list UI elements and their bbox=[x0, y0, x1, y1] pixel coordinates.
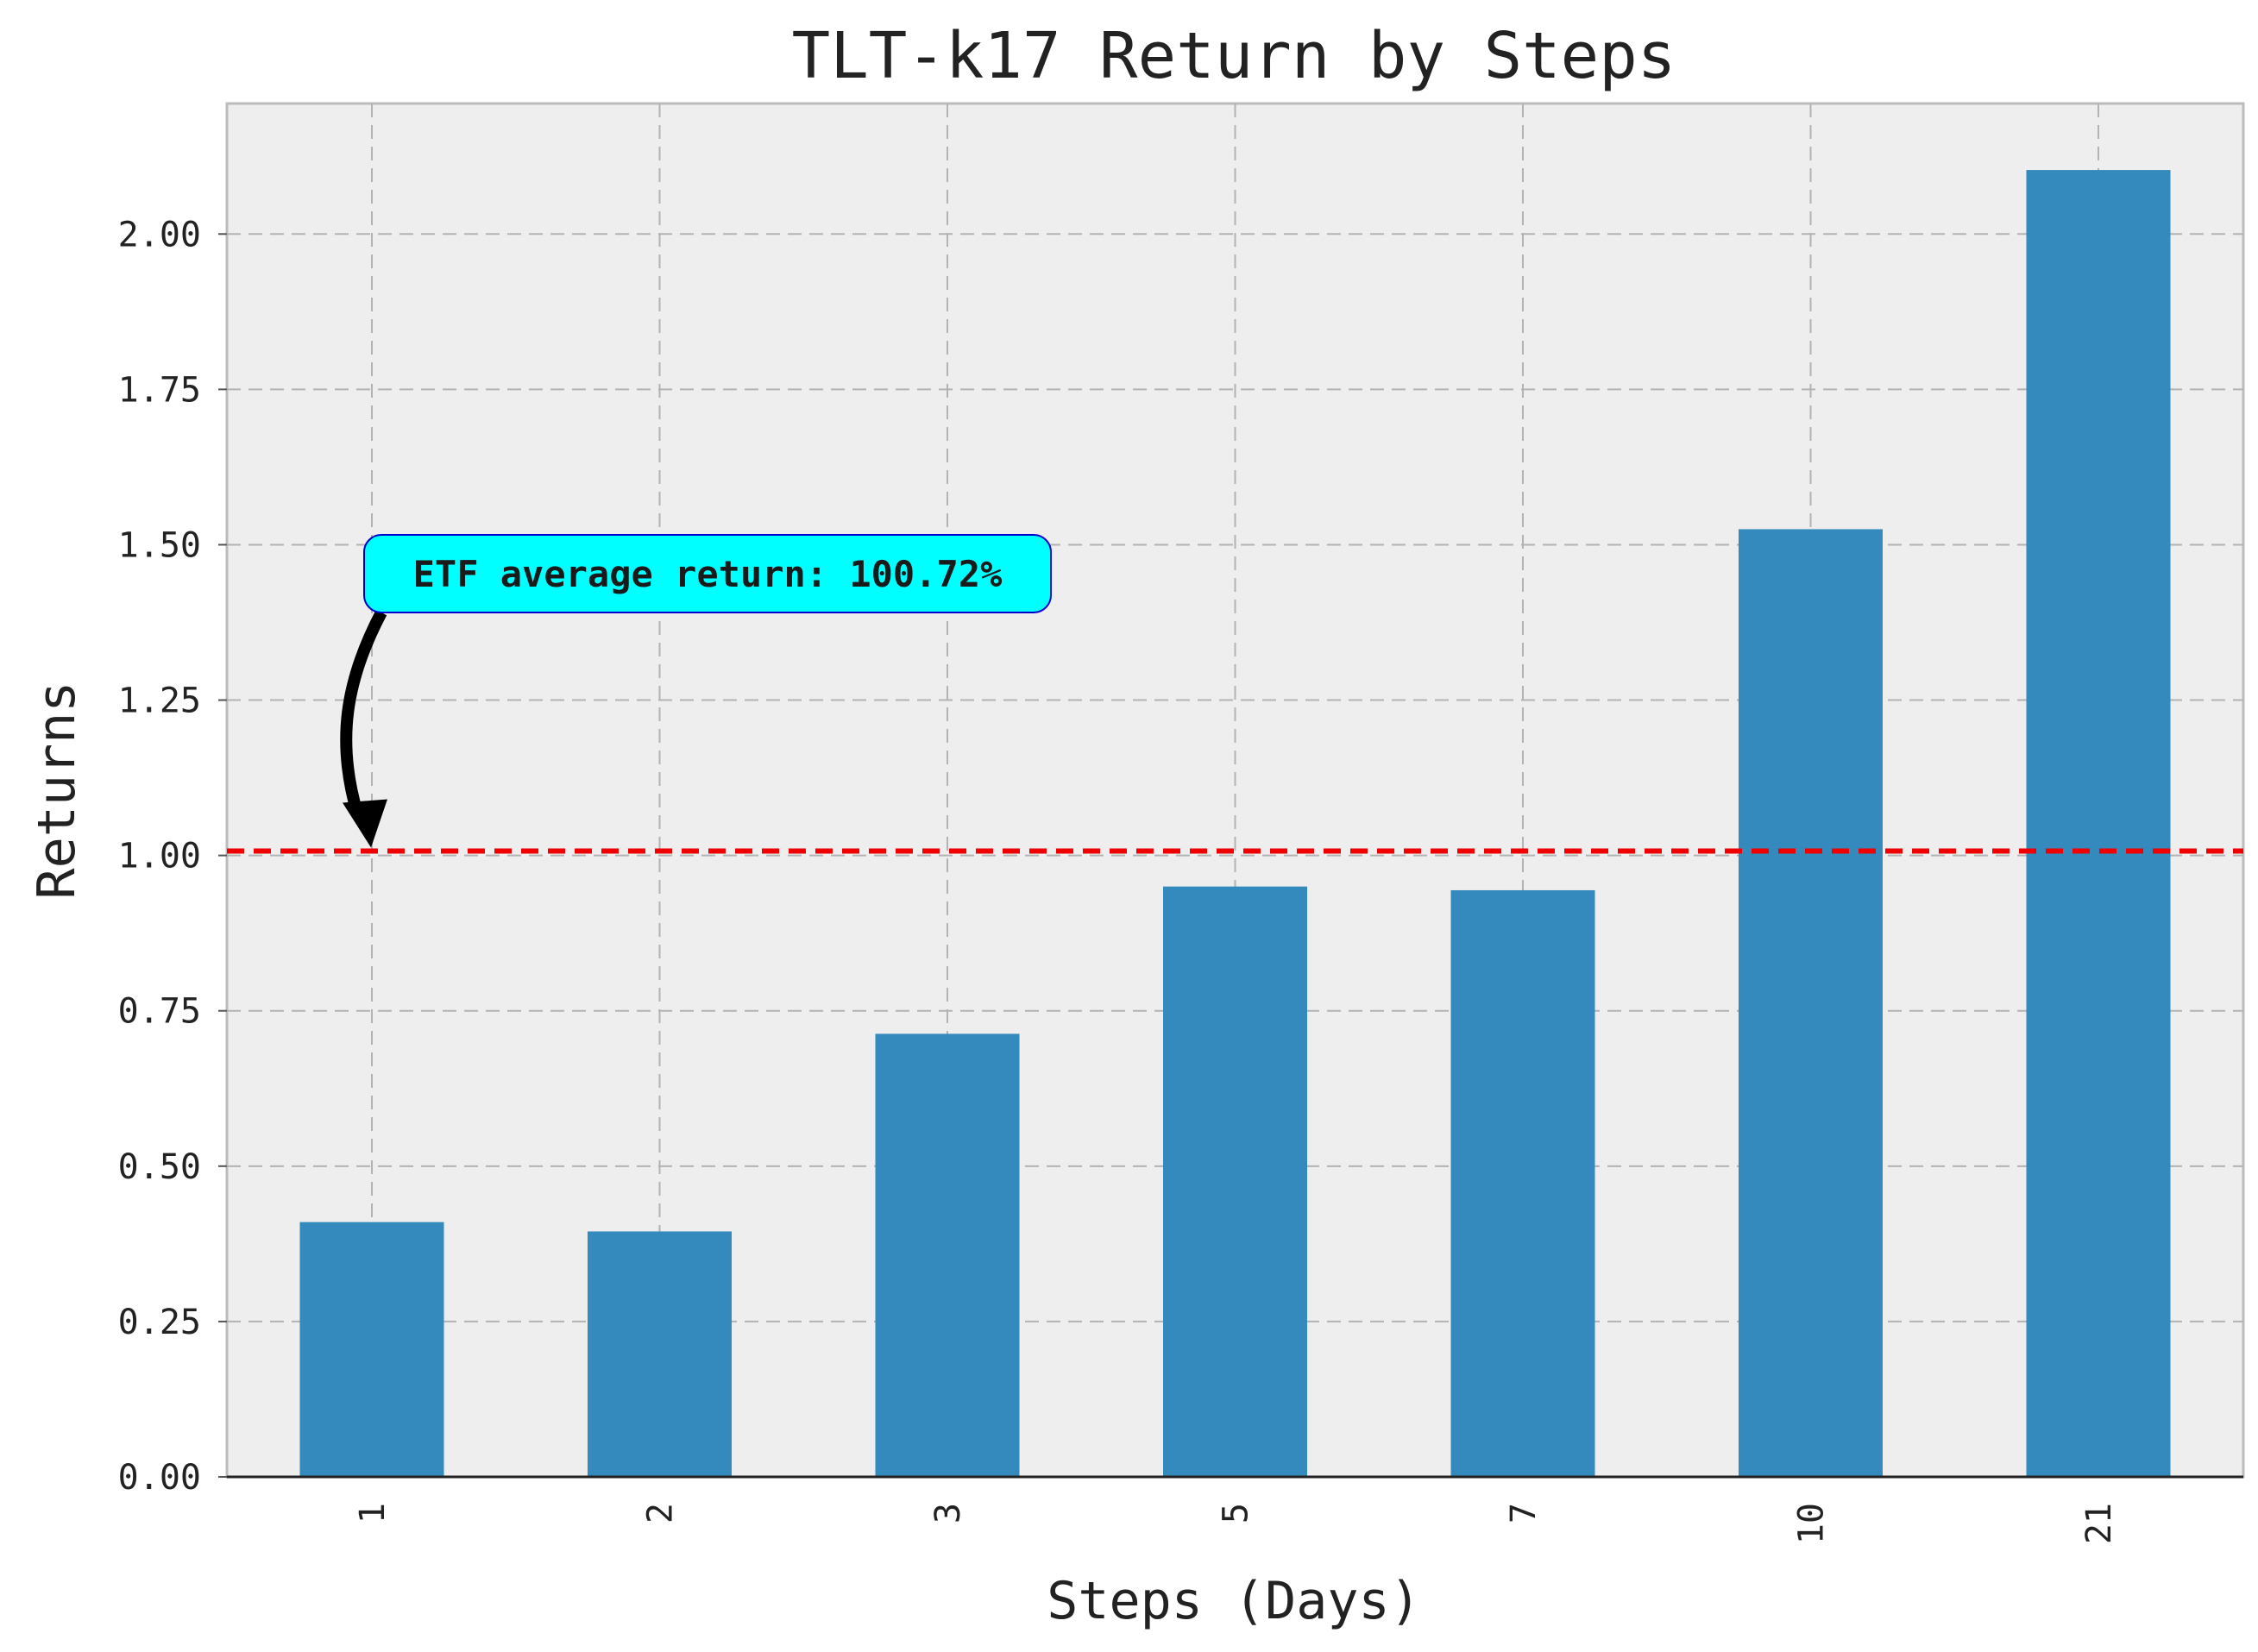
y-tick-labels: 0.00 0.25 0.50 0.75 1.00 1.25 1.50 1.75 2.00 bbox=[118, 215, 201, 1498]
x-tick-label: 10 bbox=[1792, 1503, 1832, 1544]
annotation-arrowhead bbox=[343, 799, 387, 848]
y-tick-label: 1.00 bbox=[118, 837, 201, 876]
bar-21 bbox=[2026, 170, 2171, 1477]
y-tick-label: 0.25 bbox=[118, 1303, 201, 1342]
bar-7 bbox=[1450, 889, 1595, 1477]
bar-5 bbox=[1163, 886, 1307, 1477]
x-tick-label: 21 bbox=[2079, 1503, 2119, 1544]
x-tick-label: 7 bbox=[1504, 1503, 1544, 1523]
bar-10 bbox=[1739, 529, 1883, 1477]
bar-3 bbox=[875, 1033, 1020, 1477]
x-axis-label: Steps (Days) bbox=[1047, 1571, 1420, 1631]
x-tick-labels: 1 2 3 5 7 10 21 bbox=[353, 1503, 2119, 1544]
y-tick-label: 0.75 bbox=[118, 992, 201, 1032]
bars bbox=[299, 170, 2171, 1477]
x-tick-label: 1 bbox=[353, 1503, 393, 1523]
x-tick-label: 2 bbox=[641, 1503, 681, 1523]
annotation-text: ETF average return: 100.72% bbox=[413, 553, 1003, 595]
bar-2 bbox=[588, 1231, 732, 1477]
y-tick-label: 2.00 bbox=[118, 215, 201, 254]
y-axis-label: Returns bbox=[27, 682, 87, 900]
annotation: ETF average return: 100.72% bbox=[340, 534, 1052, 848]
x-tick-label: 5 bbox=[1217, 1503, 1256, 1523]
chart-title: TLT-k17 Return by Steps bbox=[792, 19, 1676, 93]
y-tick-label: 0.50 bbox=[118, 1147, 201, 1187]
annotation-box bbox=[363, 534, 1052, 613]
bar-1 bbox=[299, 1222, 444, 1477]
annotation-arrow bbox=[340, 609, 387, 815]
y-tick-label: 1.50 bbox=[118, 525, 201, 565]
y-tick-label: 1.75 bbox=[118, 370, 201, 410]
y-tick-label: 0.00 bbox=[118, 1458, 201, 1498]
x-tick-label: 3 bbox=[928, 1503, 968, 1523]
y-tick-label: 1.25 bbox=[118, 682, 201, 721]
